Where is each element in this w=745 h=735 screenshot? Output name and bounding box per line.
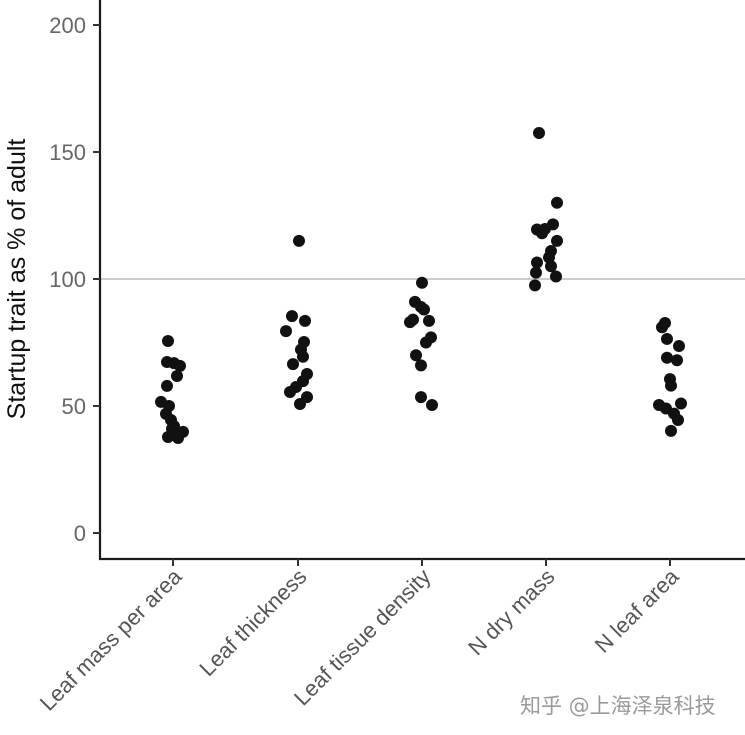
data-point bbox=[529, 279, 541, 292]
data-point bbox=[551, 196, 563, 209]
data-point bbox=[551, 234, 563, 247]
data-point bbox=[280, 325, 292, 338]
data-point bbox=[172, 432, 184, 445]
data-point bbox=[297, 350, 309, 363]
data-point bbox=[162, 334, 174, 347]
y-tick-label: 0 bbox=[74, 521, 86, 546]
data-point bbox=[299, 314, 311, 327]
y-tick-label: 100 bbox=[49, 267, 86, 292]
data-point bbox=[404, 316, 416, 329]
data-point bbox=[293, 234, 305, 247]
data-point bbox=[665, 424, 677, 437]
data-point bbox=[162, 430, 174, 443]
data-point bbox=[531, 256, 543, 269]
data-point bbox=[415, 391, 427, 404]
series-leaf-tissue-density bbox=[404, 276, 438, 411]
data-point bbox=[416, 276, 428, 289]
data-point bbox=[171, 370, 183, 383]
series-leaf-mass-per-area bbox=[155, 334, 189, 445]
series-leaf-thickness bbox=[280, 234, 313, 410]
data-point bbox=[533, 126, 545, 139]
data-point bbox=[547, 218, 559, 231]
data-points bbox=[155, 126, 687, 445]
data-point bbox=[661, 332, 673, 345]
x-tick-label: N dry mass bbox=[463, 564, 559, 660]
data-point bbox=[675, 397, 687, 410]
data-point bbox=[661, 351, 673, 364]
data-point bbox=[673, 340, 685, 353]
data-point bbox=[174, 359, 186, 372]
x-tick-label: Leaf tissue density bbox=[289, 564, 436, 711]
data-point bbox=[294, 397, 306, 410]
data-point bbox=[161, 379, 173, 392]
data-point bbox=[426, 398, 438, 411]
x-tick-label: N leaf area bbox=[590, 563, 684, 657]
data-point bbox=[410, 349, 422, 362]
y-axis-ticks: 0 50 100 150 200 bbox=[49, 13, 100, 546]
y-tick-label: 150 bbox=[49, 140, 86, 165]
data-point bbox=[423, 314, 435, 327]
data-point bbox=[536, 227, 548, 240]
series-n-leaf-area bbox=[653, 316, 687, 437]
data-point bbox=[420, 336, 432, 349]
data-point bbox=[672, 413, 684, 426]
y-tick-label: 200 bbox=[49, 13, 86, 38]
data-point bbox=[287, 358, 299, 371]
data-point bbox=[418, 303, 430, 316]
data-point bbox=[545, 260, 557, 273]
data-point bbox=[284, 386, 296, 399]
data-point bbox=[286, 310, 298, 323]
watermark: 知乎 @上海泽泉科技 bbox=[520, 694, 716, 718]
data-point bbox=[665, 379, 677, 392]
x-tick-label: Leaf mass per area bbox=[35, 563, 187, 715]
data-point bbox=[550, 270, 562, 283]
data-point bbox=[671, 354, 683, 367]
x-tick-label: Leaf thickness bbox=[194, 564, 311, 681]
data-point bbox=[656, 321, 668, 334]
data-point bbox=[530, 266, 542, 279]
data-point bbox=[415, 359, 427, 372]
y-axis-label: Startup trait as % of adult bbox=[3, 139, 31, 420]
series-n-dry-mass bbox=[529, 126, 563, 292]
y-tick-label: 50 bbox=[62, 394, 86, 419]
